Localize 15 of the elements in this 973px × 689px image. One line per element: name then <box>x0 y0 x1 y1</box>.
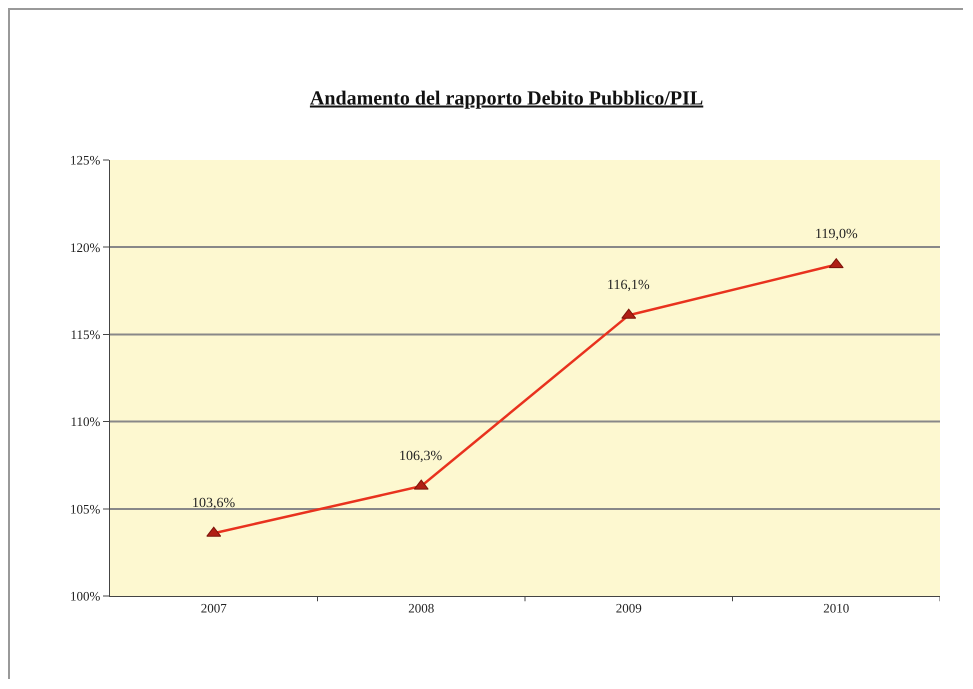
y-tick-label: 105% <box>70 501 101 516</box>
chart-title: Andamento del rapporto Debito Pubblico/PIL <box>310 88 704 110</box>
x-tick-label: 2010 <box>823 600 850 616</box>
y-tick-label: 115% <box>70 326 101 342</box>
data-label: 106,3% <box>399 449 442 464</box>
y-tick-label: 100% <box>70 588 101 604</box>
x-tick-label: 2007 <box>200 600 228 616</box>
data-label: 116,1% <box>607 278 650 293</box>
data-label: 119,0% <box>815 227 858 242</box>
x-tick-label: 2008 <box>408 600 434 616</box>
y-tick-label: 120% <box>70 240 101 255</box>
data-label: 103,6% <box>192 496 236 511</box>
y-tick-label: 125% <box>70 152 101 168</box>
x-tick-label: 2009 <box>616 600 642 616</box>
y-tick-label: 110% <box>70 414 101 430</box>
